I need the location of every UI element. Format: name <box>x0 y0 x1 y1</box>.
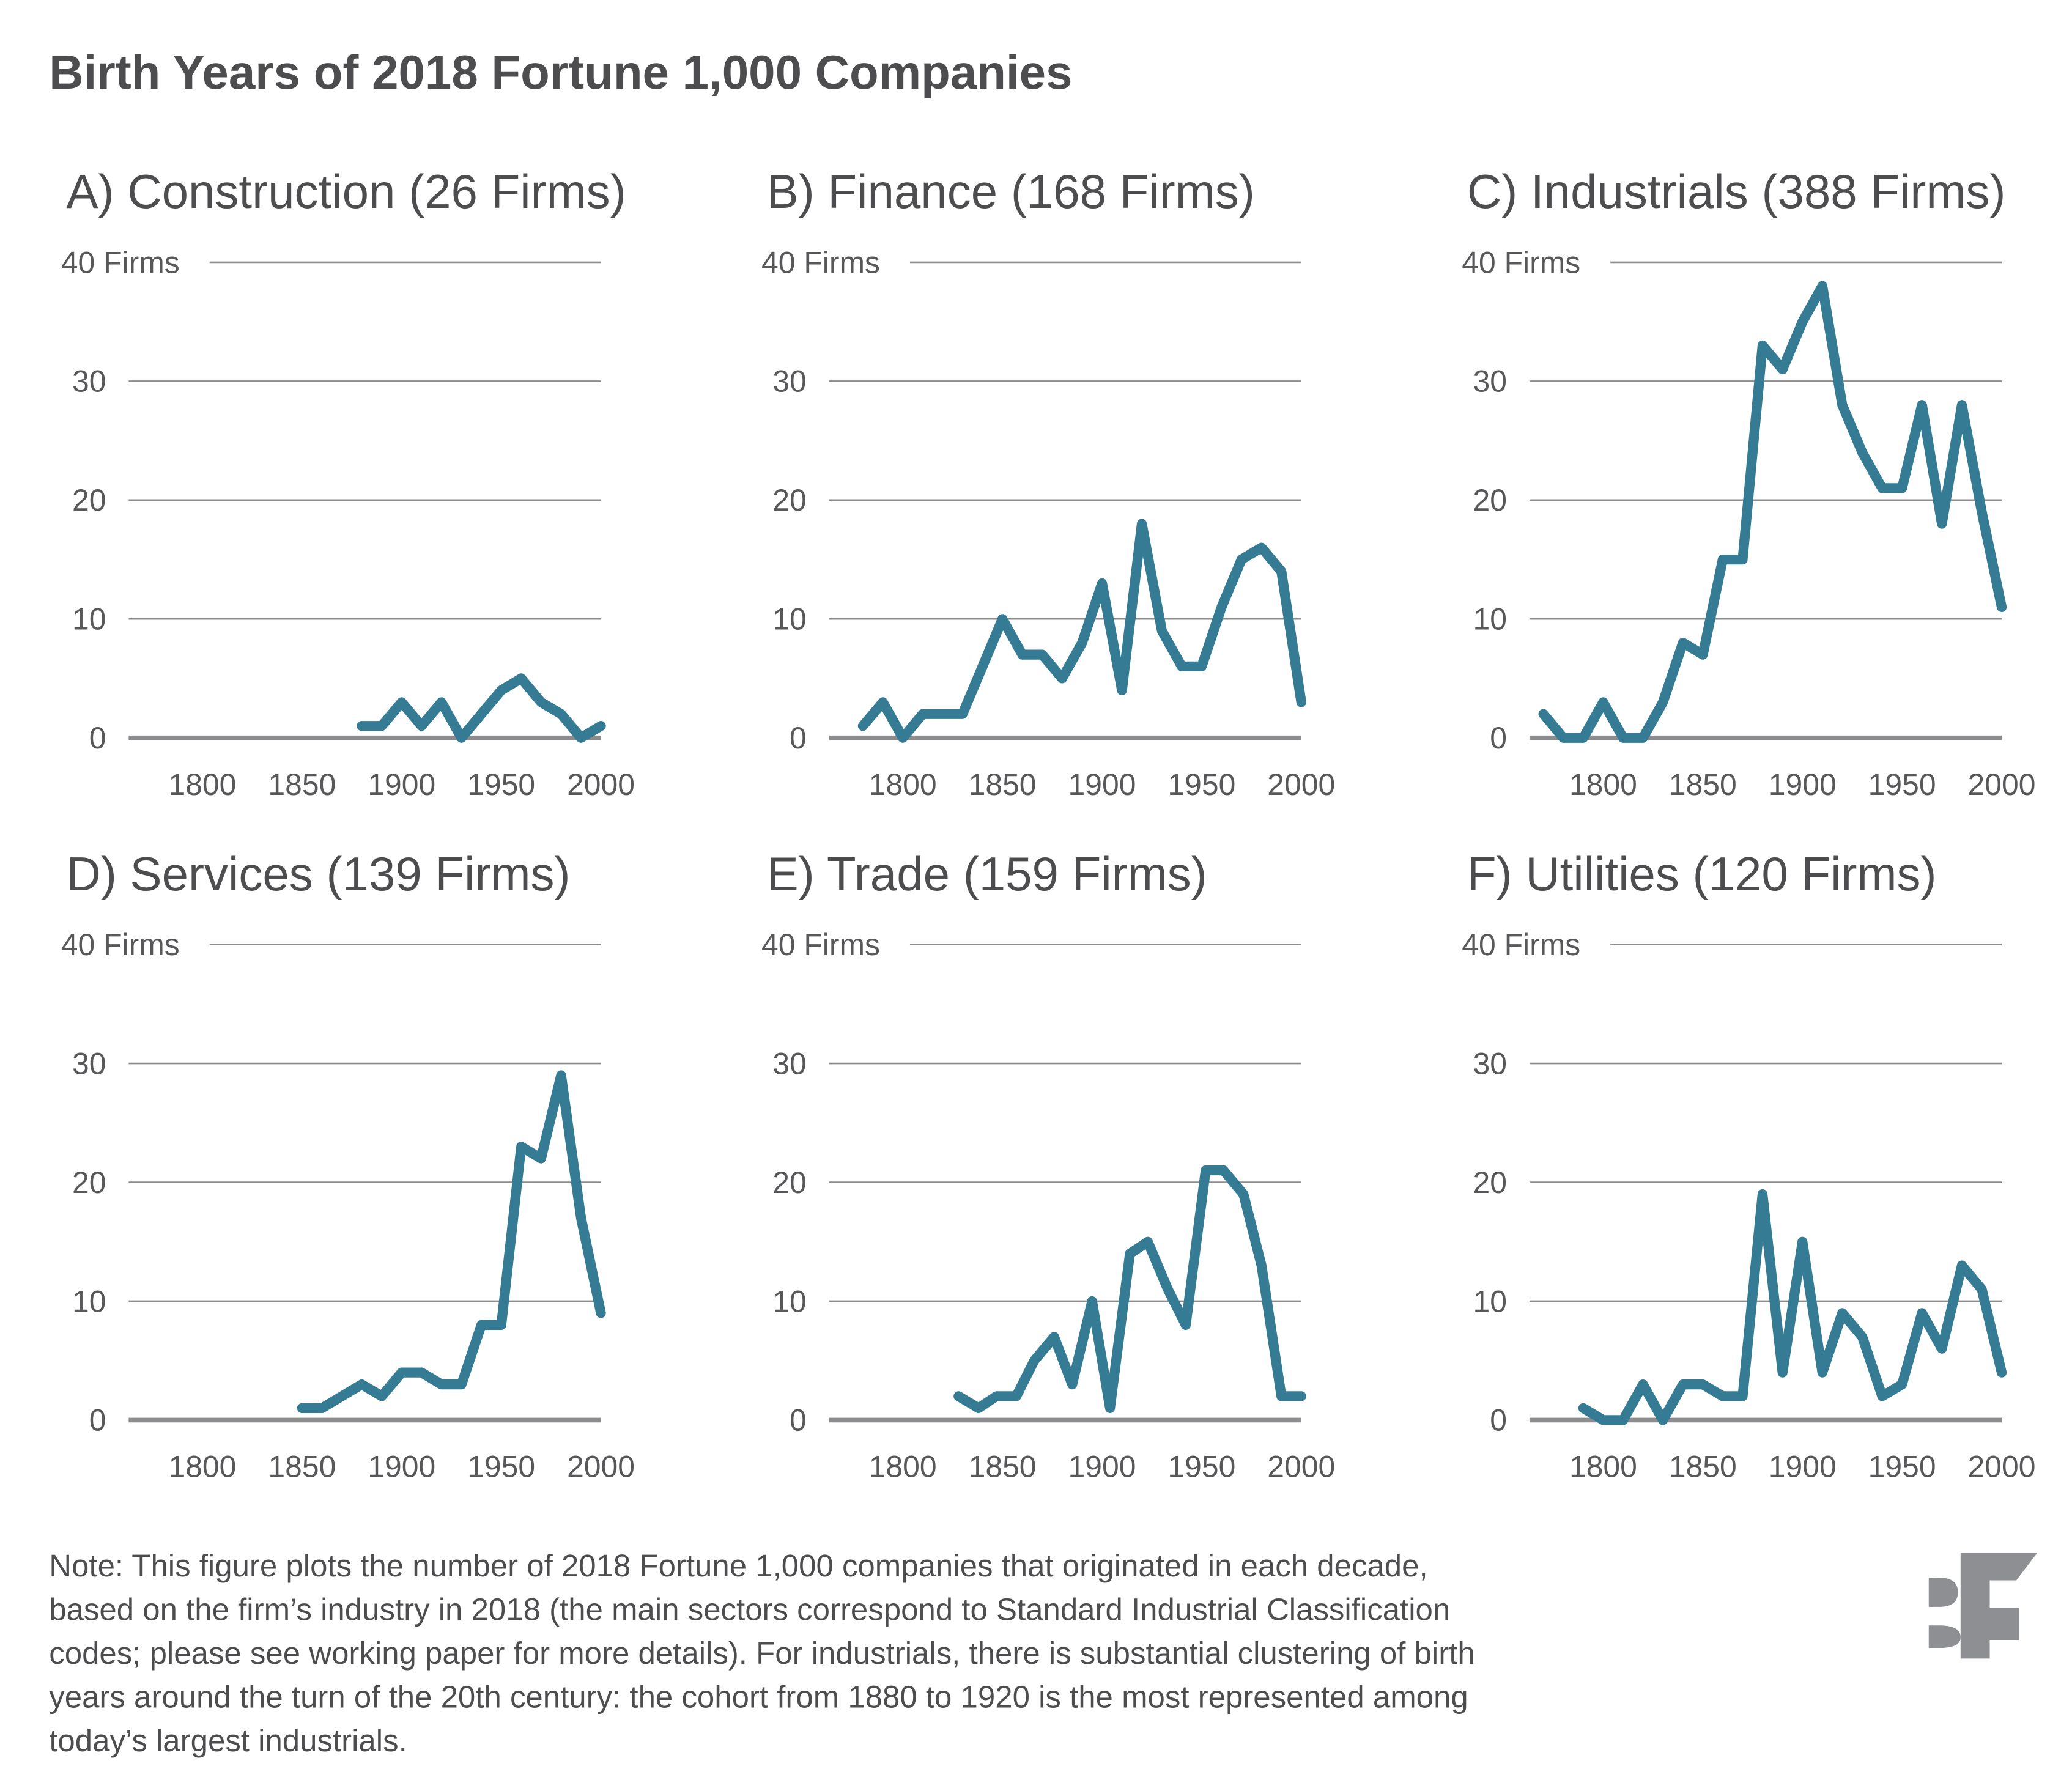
panel-title: B) Finance (168 Firms) <box>767 164 1255 218</box>
chart-panel: B) Finance (168 Firms) 0 10 20 30 40 Firms 180… <box>761 164 1335 802</box>
x-tick-label: 2000 <box>567 1450 635 1484</box>
chart-panel: F) Utilities (120 Firms) 0 10 20 30 40 Firms 1… <box>1462 847 2035 1484</box>
x-tick-label: 1800 <box>168 767 236 802</box>
series-line <box>1578 1189 2007 1425</box>
figure-title: Birth Years of 2018 Fortune 1,000 Compan… <box>49 45 1072 99</box>
y-tick-label: 20 <box>1473 483 1507 517</box>
y-tick-label: 10 <box>1473 1284 1507 1318</box>
y-tick-label: 0 <box>89 721 106 755</box>
y-tick-label: 10 <box>72 1284 106 1318</box>
y-tick-label: 40 Firms <box>61 928 180 962</box>
panel-title: E) Trade (159 Firms) <box>767 847 1207 901</box>
x-tick-label: 1850 <box>1669 1450 1737 1484</box>
y-tick-label: 30 <box>72 1046 106 1080</box>
chart-panel: D) Services (139 Firms) 0 10 20 30 40 Firms 18… <box>61 847 635 1484</box>
y-tick-label: 40 Firms <box>61 245 180 279</box>
logo-b-shape <box>1928 1578 1961 1649</box>
x-tick-label: 1850 <box>268 767 336 802</box>
y-tick-label: 10 <box>72 602 106 637</box>
y-tick-label: 20 <box>772 483 806 517</box>
x-tick-label: 1900 <box>368 1450 435 1484</box>
panel-title: A) Construction (26 Firms) <box>66 164 626 218</box>
chart-panel: A) Construction (26 Firms) 0 10 20 30 40 Firm… <box>61 164 635 802</box>
x-tick-label: 1800 <box>869 767 937 802</box>
y-tick-label: 20 <box>72 483 106 517</box>
y-tick-label: 20 <box>772 1165 806 1200</box>
y-tick-label: 0 <box>790 1403 807 1438</box>
x-tick-label: 1950 <box>1868 1450 1936 1484</box>
series-line <box>357 673 606 743</box>
chart-panels: A) Construction (26 Firms) 0 10 20 30 40 Firm… <box>61 164 2036 1483</box>
x-tick-label: 1900 <box>1068 767 1136 802</box>
x-tick-label: 1900 <box>1769 767 1837 802</box>
y-tick-label: 10 <box>1473 602 1507 637</box>
x-tick-label: 1850 <box>1669 767 1737 802</box>
x-tick-label: 2000 <box>1267 767 1335 802</box>
note-line-1: Note: This figure plots the number of 20… <box>49 1548 1427 1583</box>
x-tick-label: 1950 <box>1167 767 1235 802</box>
x-tick-label: 1850 <box>268 1450 336 1484</box>
y-tick-label: 30 <box>72 364 106 399</box>
x-tick-label: 1900 <box>1068 1450 1136 1484</box>
series-line <box>297 1070 606 1414</box>
y-tick-label: 10 <box>772 602 806 637</box>
y-tick-label: 0 <box>1490 721 1507 755</box>
x-tick-label: 1800 <box>1569 1450 1637 1484</box>
y-tick-label: 0 <box>790 721 807 755</box>
x-tick-label: 1950 <box>1167 1450 1235 1484</box>
x-tick-label: 2000 <box>1968 1450 2036 1484</box>
x-tick-label: 2000 <box>567 767 635 802</box>
y-tick-label: 40 Firms <box>1462 245 1580 279</box>
y-tick-label: 30 <box>1473 364 1507 399</box>
x-tick-label: 2000 <box>1267 1450 1335 1484</box>
x-tick-label: 1950 <box>467 1450 535 1484</box>
y-tick-label: 40 Firms <box>761 245 880 279</box>
note-line-5: today’s largest industrials. <box>49 1723 407 1758</box>
x-tick-label: 1800 <box>168 1450 236 1484</box>
y-tick-label: 30 <box>1473 1046 1507 1080</box>
note: Note: This figure plots the number of 20… <box>49 1548 1474 1758</box>
panel-title: C) Industrials (388 Firms) <box>1467 164 2006 218</box>
series-line <box>857 519 1306 743</box>
note-line-3: codes; please see working paper for more… <box>49 1636 1474 1671</box>
y-tick-label: 20 <box>72 1165 106 1200</box>
y-tick-label: 40 Firms <box>761 928 880 962</box>
y-tick-label: 0 <box>89 1403 106 1438</box>
x-tick-label: 1850 <box>969 1450 1037 1484</box>
y-tick-label: 30 <box>772 364 806 399</box>
x-tick-label: 1800 <box>869 1450 937 1484</box>
panel-title: F) Utilities (120 Firms) <box>1467 847 1937 901</box>
chart-panel: E) Trade (159 Firms) 0 10 20 30 40 Firms 1800 1… <box>761 847 1335 1484</box>
x-tick-label: 1900 <box>1769 1450 1837 1484</box>
x-tick-label: 1850 <box>969 767 1037 802</box>
x-tick-label: 1900 <box>368 767 435 802</box>
x-tick-label: 1800 <box>1569 767 1637 802</box>
bf-logo <box>1928 1553 2038 1659</box>
series-line <box>953 1165 1306 1414</box>
y-tick-label: 40 Firms <box>1462 928 1580 962</box>
panel-title: D) Services (139 Firms) <box>66 847 570 901</box>
x-tick-label: 2000 <box>1968 767 2036 802</box>
series-line <box>1538 281 2007 743</box>
y-tick-label: 10 <box>772 1284 806 1318</box>
y-tick-label: 0 <box>1490 1403 1507 1438</box>
y-tick-label: 30 <box>772 1046 806 1080</box>
chart-panel: C) Industrials (388 Firms) 0 10 20 30 40 Firm… <box>1462 164 2035 802</box>
note-line-2: based on the firm’s industry in 2018 (th… <box>49 1592 1450 1627</box>
y-tick-label: 20 <box>1473 1165 1507 1200</box>
x-tick-label: 1950 <box>1868 767 1936 802</box>
note-line-4: years around the turn of the 20th centur… <box>49 1680 1468 1715</box>
x-tick-label: 1950 <box>467 767 535 802</box>
logo-f-shape <box>1960 1553 2038 1659</box>
